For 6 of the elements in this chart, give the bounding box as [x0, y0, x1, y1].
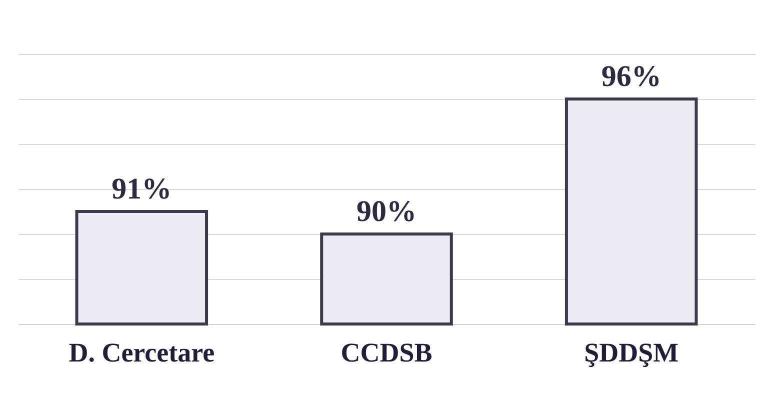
data-label: 90%: [356, 195, 416, 228]
data-label: 96%: [601, 60, 662, 93]
x-tick-label: D. Cercetare: [68, 338, 215, 368]
data-label: 91%: [112, 172, 172, 206]
x-tick-label: ŞDDŞM: [584, 338, 679, 368]
x-tick-label: CCDSB: [340, 338, 432, 368]
